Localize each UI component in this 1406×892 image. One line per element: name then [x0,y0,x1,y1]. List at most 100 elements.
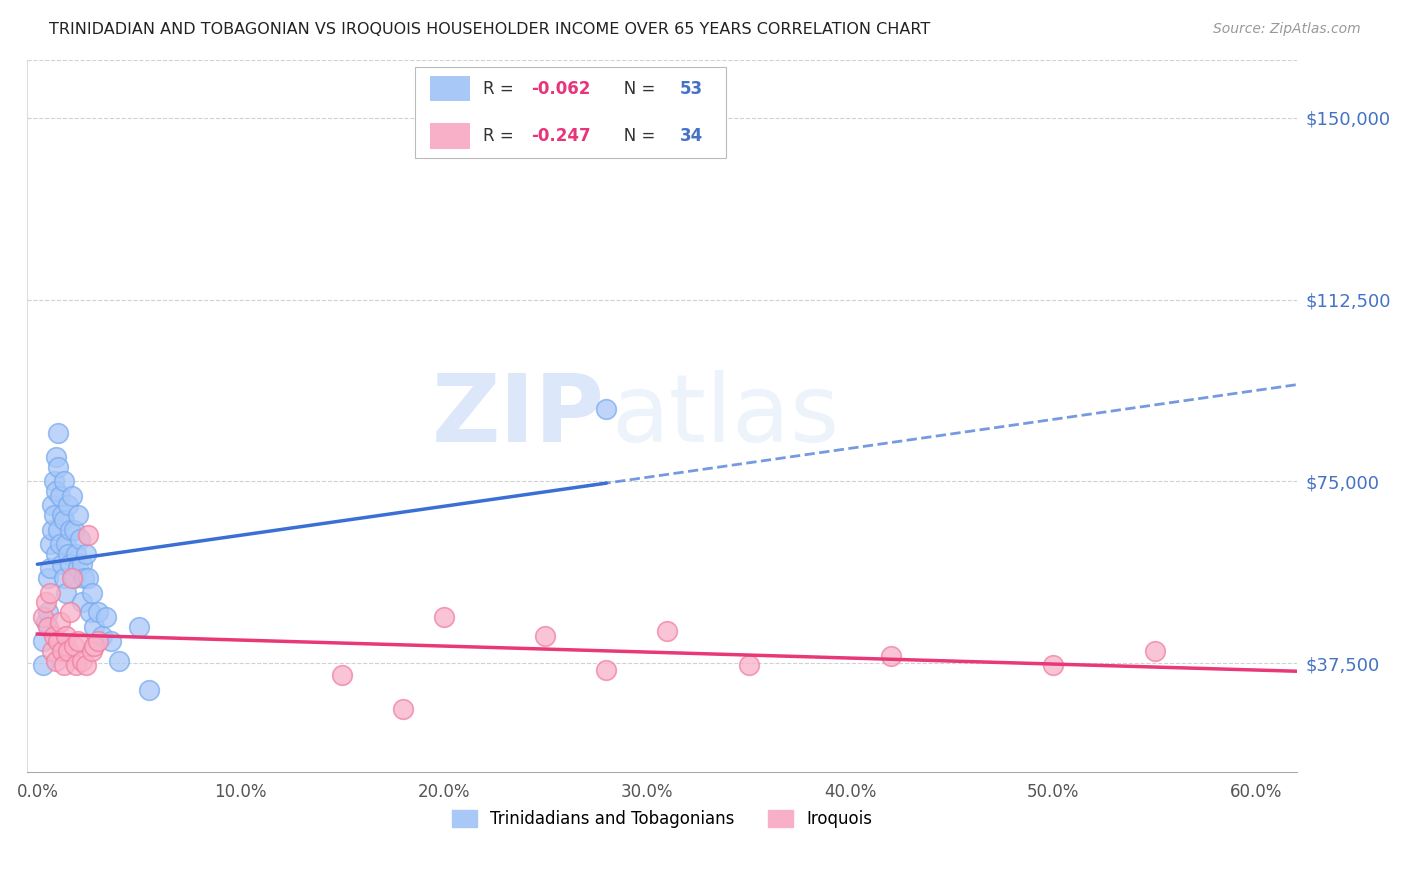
Point [37,605,59,619]
Point [42,629,65,643]
Text: 34: 34 [681,127,703,145]
Point [87,605,110,619]
Text: TRINIDADIAN AND TOBAGONIAN VS IROQUOIS HOUSEHOLDER INCOME OVER 65 YEARS CORRELAT: TRINIDADIAN AND TOBAGONIAN VS IROQUOIS H… [49,22,931,37]
Point [83,620,105,634]
Point [87,634,110,648]
Point [534,629,557,643]
Point [46,459,69,474]
Point [79,605,101,619]
Point [48,615,70,629]
Point [880,648,903,663]
Text: R =: R = [484,127,519,145]
Point [100,634,122,648]
Legend: Trinidadians and Tobagonians, Iroquois: Trinidadians and Tobagonians, Iroquois [446,804,879,835]
Point [73,571,96,585]
Point [32,610,55,624]
Point [77,571,100,585]
Point [34,595,56,609]
Point [70,595,93,609]
Text: N =: N = [607,79,661,97]
Point [107,654,129,668]
Point [42,508,65,523]
Point [69,533,91,547]
FancyBboxPatch shape [415,67,725,158]
Point [83,639,105,653]
Point [46,523,69,537]
Point [55,585,77,599]
Point [63,571,86,585]
Point [65,547,87,561]
Point [52,658,75,673]
Point [91,629,114,643]
Point [32,658,55,673]
Point [595,401,617,416]
Point [42,475,65,489]
Point [737,658,759,673]
Point [46,425,69,440]
Point [59,605,82,619]
Point [1143,644,1166,658]
FancyBboxPatch shape [430,76,471,102]
Point [59,557,82,571]
Point [37,620,59,634]
Point [56,499,79,513]
Point [70,557,93,571]
Point [63,523,86,537]
Point [433,610,456,624]
Point [59,523,82,537]
Point [56,644,79,658]
Point [34,615,56,629]
Point [56,547,79,561]
Point [52,475,75,489]
Point [55,629,77,643]
Point [52,571,75,585]
Text: R =: R = [484,79,519,97]
Text: -0.062: -0.062 [531,79,591,97]
Text: -0.247: -0.247 [531,127,591,145]
Point [657,624,679,639]
Point [75,547,97,561]
Point [128,620,150,634]
Point [38,537,60,551]
Text: Source: ZipAtlas.com: Source: ZipAtlas.com [1213,22,1361,37]
Point [41,644,63,658]
Point [38,585,60,599]
Point [45,483,67,498]
Point [41,499,63,513]
Point [37,571,59,585]
Text: ZIP: ZIP [432,370,605,462]
Point [66,508,89,523]
Point [55,537,77,551]
Point [96,610,118,624]
Point [1042,658,1064,673]
Point [392,702,415,716]
Point [330,668,353,682]
Point [52,513,75,527]
Point [82,644,104,658]
Point [51,557,73,571]
Point [65,658,87,673]
Text: 53: 53 [681,79,703,97]
Point [48,537,70,551]
FancyBboxPatch shape [430,123,471,149]
Point [45,547,67,561]
Point [41,523,63,537]
Point [70,654,93,668]
Point [66,634,89,648]
Point [51,508,73,523]
Point [38,561,60,575]
Point [45,654,67,668]
Point [45,450,67,464]
Point [66,561,89,575]
Point [63,639,86,653]
Point [82,585,104,599]
Point [32,634,55,648]
Point [138,682,160,697]
Text: atlas: atlas [612,370,839,462]
Point [60,489,83,503]
Point [60,571,83,585]
Point [75,658,97,673]
Point [595,663,617,677]
Point [46,634,69,648]
Point [77,527,100,541]
